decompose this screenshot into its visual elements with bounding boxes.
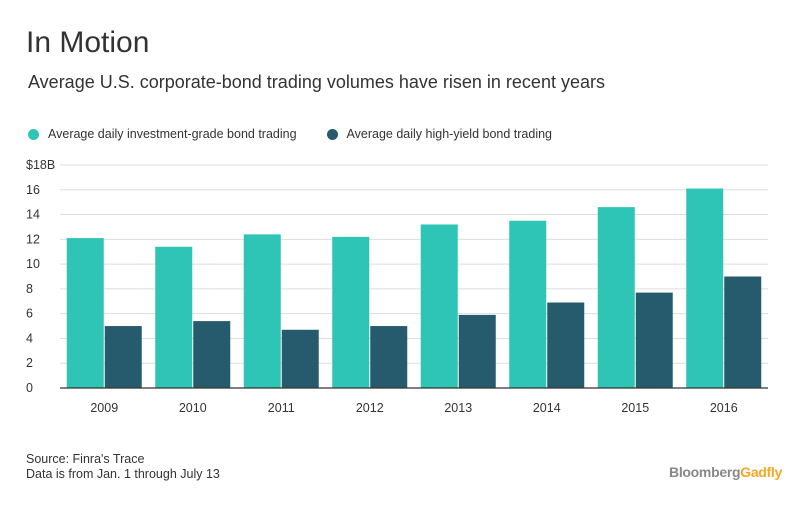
chart-subtitle: Average U.S. corporate-bond trading volu… [28,72,605,92]
y-tick-label-0: 0 [26,381,33,395]
y-tick-label-16: 16 [26,183,40,197]
bar-investment-grade-2015 [597,207,635,388]
legend-swatch-high-yield [326,128,338,140]
y-tick-label-18: $18B [26,158,55,172]
y-tick-label-6: 6 [26,307,33,321]
data-range-note: Data is from Jan. 1 through July 13 [26,467,220,481]
bar-investment-grade-2011 [243,234,281,388]
bar-high-yield-2012 [370,326,408,388]
bar-high-yield-2009 [104,326,142,388]
x-tick-label-2013: 2013 [444,401,472,415]
bar-investment-grade-2012 [332,236,370,388]
legend-label-investment-grade: Average daily investment-grade bond trad… [48,127,297,141]
brand-logo: BloombergGadfly [669,464,782,480]
bar-high-yield-2013 [458,314,496,388]
y-tick-label-12: 12 [26,232,40,246]
y-tick-label-4: 4 [26,331,33,345]
bar-high-yield-2010 [193,321,231,388]
y-tick-label-2: 2 [26,356,33,370]
bar-investment-grade-2009 [66,238,104,388]
x-tick-label-2014: 2014 [533,401,561,415]
legend: Average daily investment-grade bond trad… [28,127,582,141]
source-note: Source: Finra's Trace [26,452,145,466]
bar-investment-grade-2016 [686,188,724,388]
x-tick-label-2009: 2009 [90,401,118,415]
x-tick-label-2015: 2015 [621,401,649,415]
bar-high-yield-2016 [724,276,762,388]
y-tick-label-8: 8 [26,282,33,296]
bar-investment-grade-2010 [155,246,193,388]
legend-item-investment-grade: Average daily investment-grade bond trad… [28,127,297,141]
bar-high-yield-2011 [281,329,319,388]
legend-swatch-investment-grade [28,128,39,140]
x-tick-label-2016: 2016 [710,401,738,415]
bar-high-yield-2015 [635,292,673,388]
legend-item-high-yield: Average daily high-yield bond trading [326,127,553,141]
y-tick-label-14: 14 [26,208,40,222]
chart-title: In Motion [26,26,150,59]
x-tick-label-2010: 2010 [179,401,207,415]
bar-high-yield-2014 [547,302,585,388]
bar-investment-grade-2013 [420,224,458,388]
bar-investment-grade-2014 [509,220,547,388]
legend-label-high-yield: Average daily high-yield bond trading [346,127,553,141]
x-tick-label-2012: 2012 [356,401,384,415]
brand-logo-part1: Bloomberg [669,464,741,480]
x-tick-label-2011: 2011 [268,401,295,415]
brand-logo-part2: Gadfly [740,464,782,480]
y-tick-label-10: 10 [26,257,40,271]
